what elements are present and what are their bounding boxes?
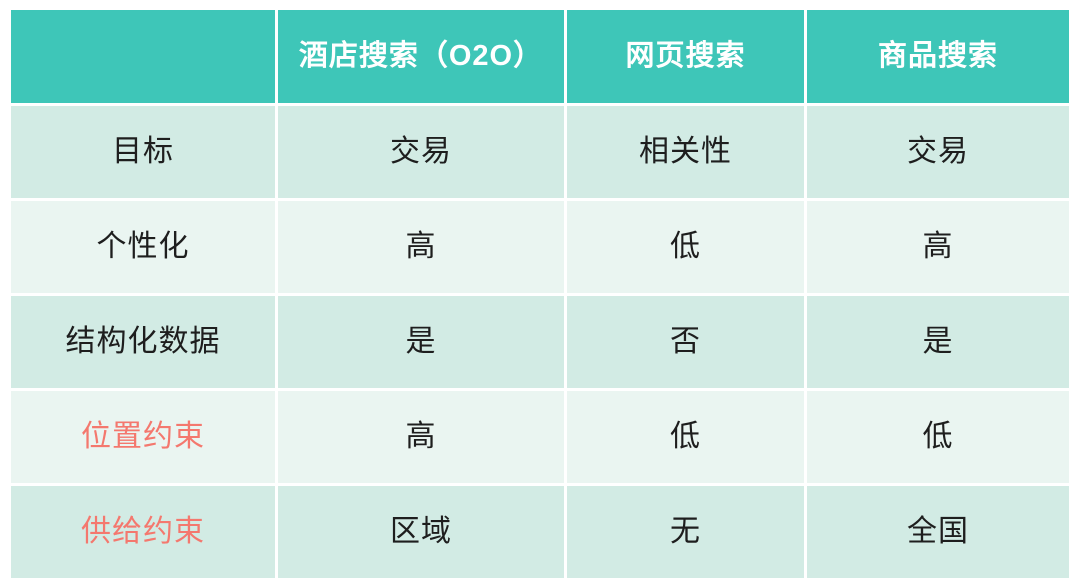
cell-supply-hotel: 区域: [278, 486, 564, 578]
cell-goal-web: 相关性: [567, 106, 804, 198]
cell-personalization-hotel: 高: [278, 201, 564, 293]
header-cell-hotel-search: 酒店搜索（O2O）: [278, 10, 564, 103]
search-comparison-table: 酒店搜索（O2O） 网页搜索 商品搜索 目标 交易 相关性 交易 个性化 高 低…: [11, 10, 1069, 578]
cell-location-hotel: 高: [278, 391, 564, 483]
row-label-supply-constraint: 供给约束: [11, 486, 275, 578]
cell-structured-hotel: 是: [278, 296, 564, 388]
cell-structured-web: 否: [567, 296, 804, 388]
cell-location-web: 低: [567, 391, 804, 483]
cell-goal-hotel: 交易: [278, 106, 564, 198]
header-cell-empty: [11, 10, 275, 103]
cell-goal-product: 交易: [807, 106, 1069, 198]
header-cell-web-search: 网页搜索: [567, 10, 804, 103]
row-label-location-constraint: 位置约束: [11, 391, 275, 483]
row-label-structured-data: 结构化数据: [11, 296, 275, 388]
cell-structured-product: 是: [807, 296, 1069, 388]
cell-supply-product: 全国: [807, 486, 1069, 578]
cell-personalization-web: 低: [567, 201, 804, 293]
cell-supply-web: 无: [567, 486, 804, 578]
header-cell-product-search: 商品搜索: [807, 10, 1069, 103]
row-label-personalization: 个性化: [11, 201, 275, 293]
row-label-goal: 目标: [11, 106, 275, 198]
cell-location-product: 低: [807, 391, 1069, 483]
cell-personalization-product: 高: [807, 201, 1069, 293]
